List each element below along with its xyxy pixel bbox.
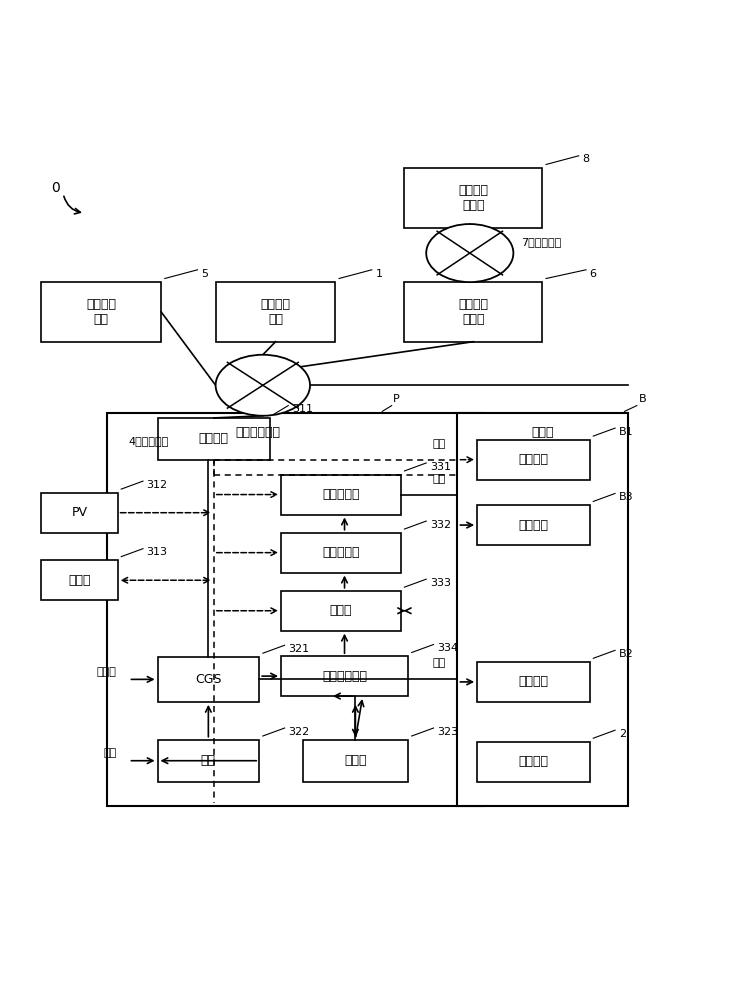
- Text: 电气: 电气: [433, 439, 446, 449]
- Text: 321: 321: [288, 644, 309, 654]
- Text: 热能负载: 热能负载: [518, 675, 548, 688]
- Text: 受电设备: 受电设备: [199, 432, 229, 445]
- Text: 能量管理
装置: 能量管理 装置: [260, 298, 291, 326]
- Text: 生物质: 生物质: [97, 667, 117, 677]
- Text: 8: 8: [582, 154, 590, 164]
- Text: B1: B1: [619, 427, 634, 437]
- Ellipse shape: [426, 224, 513, 282]
- Text: 6: 6: [590, 269, 596, 279]
- Text: 终端装置: 终端装置: [518, 755, 548, 768]
- Bar: [42, 282, 161, 342]
- Text: PV: PV: [71, 506, 87, 519]
- Bar: [477, 440, 590, 480]
- Text: 热能: 热能: [433, 658, 446, 668]
- Ellipse shape: [216, 355, 310, 416]
- Text: 建筑物: 建筑物: [531, 426, 554, 439]
- Text: 333: 333: [430, 578, 451, 588]
- Text: P: P: [393, 394, 400, 404]
- Text: 322: 322: [288, 727, 310, 737]
- Text: 331: 331: [430, 462, 451, 472]
- Bar: [157, 740, 260, 782]
- Text: 冷能槽: 冷能槽: [330, 604, 352, 617]
- Text: 风冷冷冻机: 风冷冷冻机: [322, 488, 359, 501]
- Text: 4；内部网络: 4；内部网络: [128, 436, 168, 446]
- Bar: [281, 591, 401, 631]
- Bar: [42, 560, 117, 600]
- Text: 外部通信
服务器: 外部通信 服务器: [459, 298, 488, 326]
- Text: 水冷冷冻机: 水冷冷冻机: [322, 546, 359, 559]
- Bar: [477, 742, 590, 782]
- Bar: [106, 413, 484, 806]
- Bar: [157, 657, 260, 702]
- Bar: [458, 413, 628, 806]
- Text: 气象信息
服务器: 气象信息 服务器: [459, 184, 488, 212]
- Text: B2: B2: [619, 649, 634, 659]
- Bar: [42, 493, 117, 533]
- Bar: [405, 282, 542, 342]
- Text: 312: 312: [147, 480, 168, 490]
- Text: CGS: CGS: [195, 673, 222, 686]
- Bar: [281, 475, 401, 515]
- Text: 热能槽: 热能槽: [344, 754, 367, 767]
- Text: 2: 2: [619, 729, 625, 739]
- Bar: [405, 168, 542, 228]
- Bar: [281, 656, 408, 696]
- Bar: [477, 505, 590, 545]
- Text: 5: 5: [201, 269, 208, 279]
- Text: 313: 313: [147, 547, 168, 557]
- Bar: [303, 740, 408, 782]
- Text: 1: 1: [375, 269, 383, 279]
- Text: 323: 323: [437, 727, 459, 737]
- Text: B: B: [639, 394, 647, 404]
- Bar: [157, 418, 270, 460]
- Bar: [281, 533, 401, 573]
- Bar: [216, 282, 335, 342]
- Text: 电力负载: 电力负载: [518, 453, 548, 466]
- Text: 锅炉: 锅炉: [201, 754, 216, 767]
- Text: 0: 0: [52, 181, 61, 195]
- Text: 蓄电池: 蓄电池: [69, 574, 90, 587]
- Text: B3: B3: [619, 492, 634, 502]
- Text: 332: 332: [430, 520, 451, 530]
- Text: 7；外部网络: 7；外部网络: [521, 237, 561, 247]
- Text: 能量供给工厂: 能量供给工厂: [235, 426, 280, 439]
- Text: 监视控制
装置: 监视控制 装置: [86, 298, 116, 326]
- Text: 吸收式冷冻机: 吸收式冷冻机: [322, 670, 367, 683]
- Text: 334: 334: [437, 643, 459, 653]
- Text: 冷能负载: 冷能负载: [518, 519, 548, 532]
- Bar: [477, 662, 590, 702]
- Text: 燃气: 燃气: [104, 748, 117, 758]
- Text: 冷能: 冷能: [433, 474, 446, 484]
- Text: 311: 311: [292, 404, 313, 414]
